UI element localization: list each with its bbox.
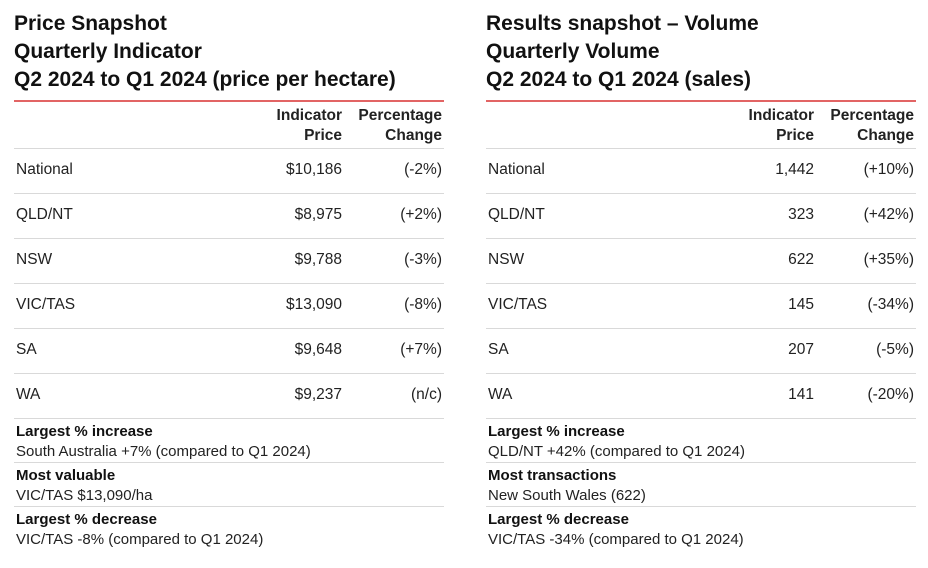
summary-label: Most valuable (16, 467, 116, 484)
region-label: NSW (16, 251, 53, 268)
indicator-value: 207 (788, 341, 814, 358)
table-row: WA $9,237 (n/c) (14, 373, 444, 418)
table-row: QLD/NT 323 (+42%) (486, 193, 916, 238)
percentage-change: (+35%) (863, 251, 914, 268)
region-label: SA (488, 341, 509, 358)
header-line: Price (776, 127, 814, 144)
indicator-value: $13,090 (285, 296, 342, 313)
header-line: Change (857, 127, 914, 144)
summary-text: QLD/NT +42% (compared to Q1 2024) (488, 443, 745, 460)
region-label: WA (16, 386, 41, 403)
indicator-value: 323 (788, 206, 814, 223)
summary-largest-decrease: Largest % decrease VIC/TAS -34% (compare… (486, 506, 916, 550)
title-line: Quarterly Volume (486, 40, 660, 63)
table-row: VIC/TAS 145 (-34%) (486, 283, 916, 328)
summary-largest-increase: Largest % increase QLD/NT +42% (compared… (486, 418, 916, 462)
indicator-value: 145 (788, 296, 814, 313)
indicator-value: $10,186 (285, 161, 342, 178)
indicator-value: 1,442 (775, 161, 814, 178)
header-line: Percentage (830, 107, 914, 124)
region-label: QLD/NT (488, 206, 545, 223)
region-label: NSW (488, 251, 525, 268)
summary-text: South Australia +7% (compared to Q1 2024… (16, 443, 311, 460)
region-label: National (488, 161, 545, 178)
volume-snapshot-panel: Results snapshot – Volume Quarterly Volu… (486, 10, 916, 550)
summary-largest-decrease: Largest % decrease VIC/TAS -8% (compared… (14, 506, 444, 550)
price-snapshot-panel: Price Snapshot Quarterly Indicator Q2 20… (14, 10, 444, 550)
header-line: Indicator (276, 107, 342, 124)
indicator-price-header: Indicator Price (694, 106, 814, 146)
summary-most-valuable: Most valuable VIC/TAS $13,090/ha (14, 462, 444, 506)
summary-most-transactions: Most transactions New South Wales (622) (486, 462, 916, 506)
header-line: Percentage (358, 107, 442, 124)
summary-label: Largest % decrease (488, 511, 629, 528)
title-line: Quarterly Indicator (14, 40, 202, 63)
summary-label: Largest % increase (488, 423, 625, 440)
header-line: Change (385, 127, 442, 144)
percentage-change: (-34%) (867, 296, 914, 313)
percentage-change: (-2%) (404, 161, 442, 178)
table-row: WA 141 (-20%) (486, 373, 916, 418)
indicator-value: 141 (788, 386, 814, 403)
title-divider (14, 100, 444, 102)
percentage-change: (+7%) (400, 341, 442, 358)
indicator-value: $8,975 (294, 206, 342, 223)
percentage-change: (n/c) (411, 386, 442, 403)
price-snapshot-title: Price Snapshot Quarterly Indicator Q2 20… (14, 10, 444, 94)
percentage-change: (-8%) (404, 296, 442, 313)
region-label: WA (488, 386, 513, 403)
percentage-change: (-3%) (404, 251, 442, 268)
table-row: NSW 622 (+35%) (486, 238, 916, 283)
summary-text: New South Wales (622) (488, 487, 646, 504)
region-label: VIC/TAS (488, 296, 548, 313)
region-label: VIC/TAS (16, 296, 76, 313)
header-line: Indicator (748, 107, 814, 124)
summary-text: VIC/TAS -8% (compared to Q1 2024) (16, 531, 264, 548)
percentage-change: (+10%) (863, 161, 914, 178)
title-line: Q2 2024 to Q1 2024 (price per hectare) (14, 68, 396, 91)
table-row: SA 207 (-5%) (486, 328, 916, 373)
indicator-price-header: Indicator Price (222, 106, 342, 146)
region-label: QLD/NT (16, 206, 73, 223)
title-line: Price Snapshot (14, 12, 167, 35)
indicator-value: 622 (788, 251, 814, 268)
table-row: NSW $9,788 (-3%) (14, 238, 444, 283)
percentage-change: (+2%) (400, 206, 442, 223)
table-row: QLD/NT $8,975 (+2%) (14, 193, 444, 238)
header-line: Price (304, 127, 342, 144)
percentage-change: (+42%) (863, 206, 914, 223)
indicator-value: $9,788 (294, 251, 342, 268)
summary-label: Largest % decrease (16, 511, 157, 528)
table-row: SA $9,648 (+7%) (14, 328, 444, 373)
indicator-value: $9,648 (294, 341, 342, 358)
table-header: Indicator Price Percentage Change (14, 102, 444, 148)
percentage-change: (-20%) (867, 386, 914, 403)
region-label: National (16, 161, 73, 178)
summary-largest-increase: Largest % increase South Australia +7% (… (14, 418, 444, 462)
summary-label: Most transactions (488, 467, 617, 484)
title-line: Results snapshot – Volume (486, 12, 759, 35)
table-row: National 1,442 (+10%) (486, 148, 916, 193)
title-divider (486, 100, 916, 102)
title-line: Q2 2024 to Q1 2024 (sales) (486, 68, 751, 91)
volume-snapshot-title: Results snapshot – Volume Quarterly Volu… (486, 10, 916, 94)
summary-label: Largest % increase (16, 423, 153, 440)
summary-text: VIC/TAS $13,090/ha (16, 487, 153, 504)
table-header: Indicator Price Percentage Change (486, 102, 916, 148)
percentage-change-header: Percentage Change (342, 106, 442, 146)
percentage-change-header: Percentage Change (814, 106, 914, 146)
summary-text: VIC/TAS -34% (compared to Q1 2024) (488, 531, 744, 548)
table-row: VIC/TAS $13,090 (-8%) (14, 283, 444, 328)
percentage-change: (-5%) (876, 341, 914, 358)
table-row: National $10,186 (-2%) (14, 148, 444, 193)
indicator-value: $9,237 (294, 386, 342, 403)
region-label: SA (16, 341, 37, 358)
